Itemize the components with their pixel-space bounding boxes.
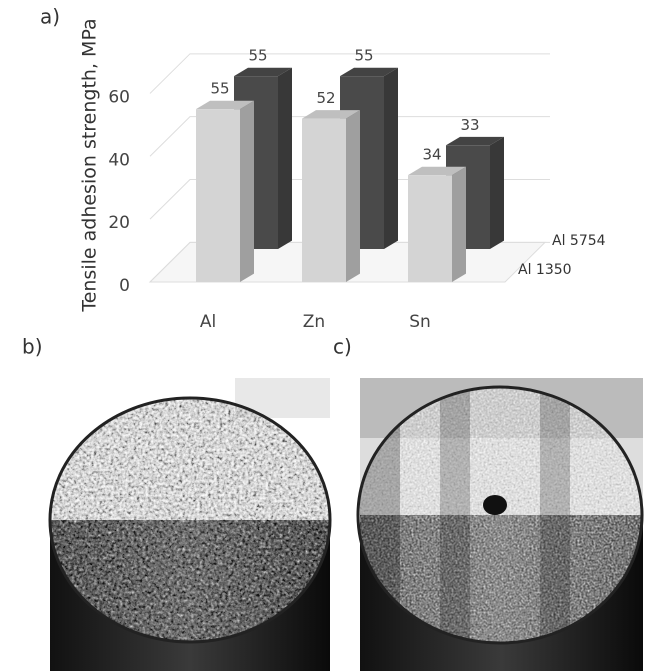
bar-side bbox=[240, 101, 254, 282]
bar-side bbox=[384, 68, 398, 249]
value-label: 52 bbox=[316, 89, 335, 107]
y-tick-label: 0 bbox=[119, 276, 130, 296]
x-tick-label: Zn bbox=[303, 312, 325, 332]
x-tick-label: Al bbox=[200, 312, 216, 332]
value-label: 55 bbox=[354, 47, 373, 65]
legend-label: Al 1350 bbox=[518, 262, 572, 278]
page: a) b) c) Tensile adhesion strength, MPa … bbox=[0, 0, 651, 671]
bar-side bbox=[490, 137, 504, 249]
y-tick-label: 20 bbox=[108, 213, 130, 233]
y-tick-label: 60 bbox=[108, 87, 130, 107]
value-label: 55 bbox=[248, 47, 267, 65]
x-tick-label: Sn bbox=[409, 312, 431, 332]
photo-b bbox=[40, 378, 330, 671]
bar-side bbox=[346, 110, 360, 282]
panel-label: a) bbox=[40, 5, 60, 29]
value-label: 55 bbox=[210, 80, 229, 98]
panel-label: b) bbox=[22, 335, 43, 359]
value-label: 33 bbox=[460, 116, 479, 134]
bar bbox=[196, 109, 240, 282]
legend-label: Al 5754 bbox=[552, 233, 606, 249]
panel-label: c) bbox=[333, 335, 352, 359]
bar bbox=[302, 119, 346, 282]
photo-c bbox=[358, 378, 643, 671]
bar bbox=[408, 175, 452, 282]
value-label: 34 bbox=[422, 146, 441, 164]
bar-side bbox=[452, 167, 466, 282]
y-axis-label: Tensile adhesion strength, MPa bbox=[79, 18, 101, 312]
bar-side bbox=[278, 68, 292, 249]
y-tick-label: 40 bbox=[108, 150, 130, 170]
figure: a) b) c) Tensile adhesion strength, MPa … bbox=[0, 0, 651, 671]
chart: 0 20 40 60 55 55 33 55 52 34 Al Zn Sn Al 1350 Al 5754 bbox=[108, 47, 605, 332]
